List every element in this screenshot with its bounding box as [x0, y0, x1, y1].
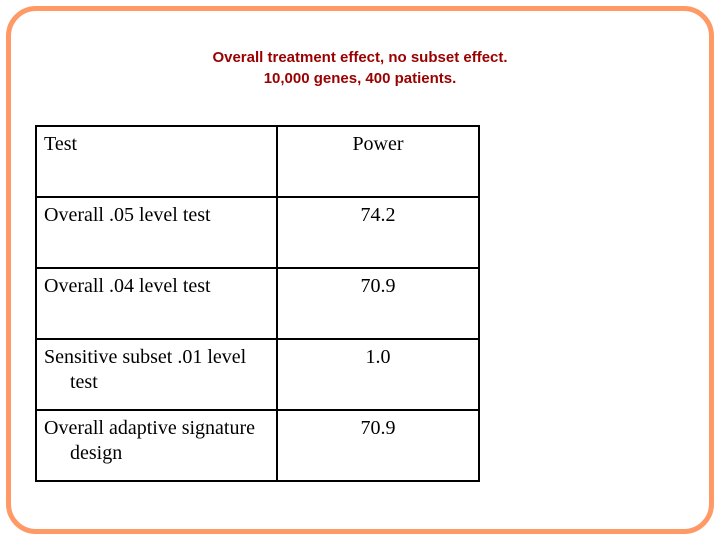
power-cell: 1.0: [276, 338, 480, 411]
test-cell-line-2: test: [70, 371, 98, 393]
table-row: Overall .05 level test 74.2: [35, 196, 480, 269]
test-cell: Overall .04 level test: [35, 267, 278, 340]
slide-title: Overall treatment effect, no subset effe…: [0, 47, 720, 89]
test-cell: Overall .05 level test: [35, 196, 278, 269]
table-row: Sensitive subset .01 level test 1.0: [35, 338, 480, 411]
table-header-row: Test Power: [35, 125, 480, 198]
power-cell: 70.9: [276, 409, 480, 482]
power-cell: 74.2: [276, 196, 480, 269]
test-cell-line-1: Sensitive subset .01 level: [44, 346, 247, 368]
test-cell: Sensitive subset .01 level test: [35, 338, 278, 411]
test-cell-line-1: Overall .04 level test: [44, 275, 211, 297]
column-header-power: Power: [276, 125, 480, 198]
slide-title-line-1: Overall treatment effect, no subset effe…: [212, 49, 508, 66]
test-cell: Overall adaptive signature design: [35, 409, 278, 482]
results-table: Test Power Overall .05 level test 74.2 O…: [35, 125, 480, 482]
power-cell: 70.9: [276, 267, 480, 340]
table-row: Overall .04 level test 70.9: [35, 267, 480, 340]
test-cell-line-2: design: [70, 442, 123, 464]
slide-title-line-2: 10,000 genes, 400 patients.: [263, 70, 457, 87]
test-cell-line-1: Overall .05 level test: [44, 204, 211, 226]
test-cell-line-1: Overall adaptive signature: [44, 417, 256, 439]
table-row: Overall adaptive signature design 70.9: [35, 409, 480, 482]
column-header-test: Test: [35, 125, 278, 198]
